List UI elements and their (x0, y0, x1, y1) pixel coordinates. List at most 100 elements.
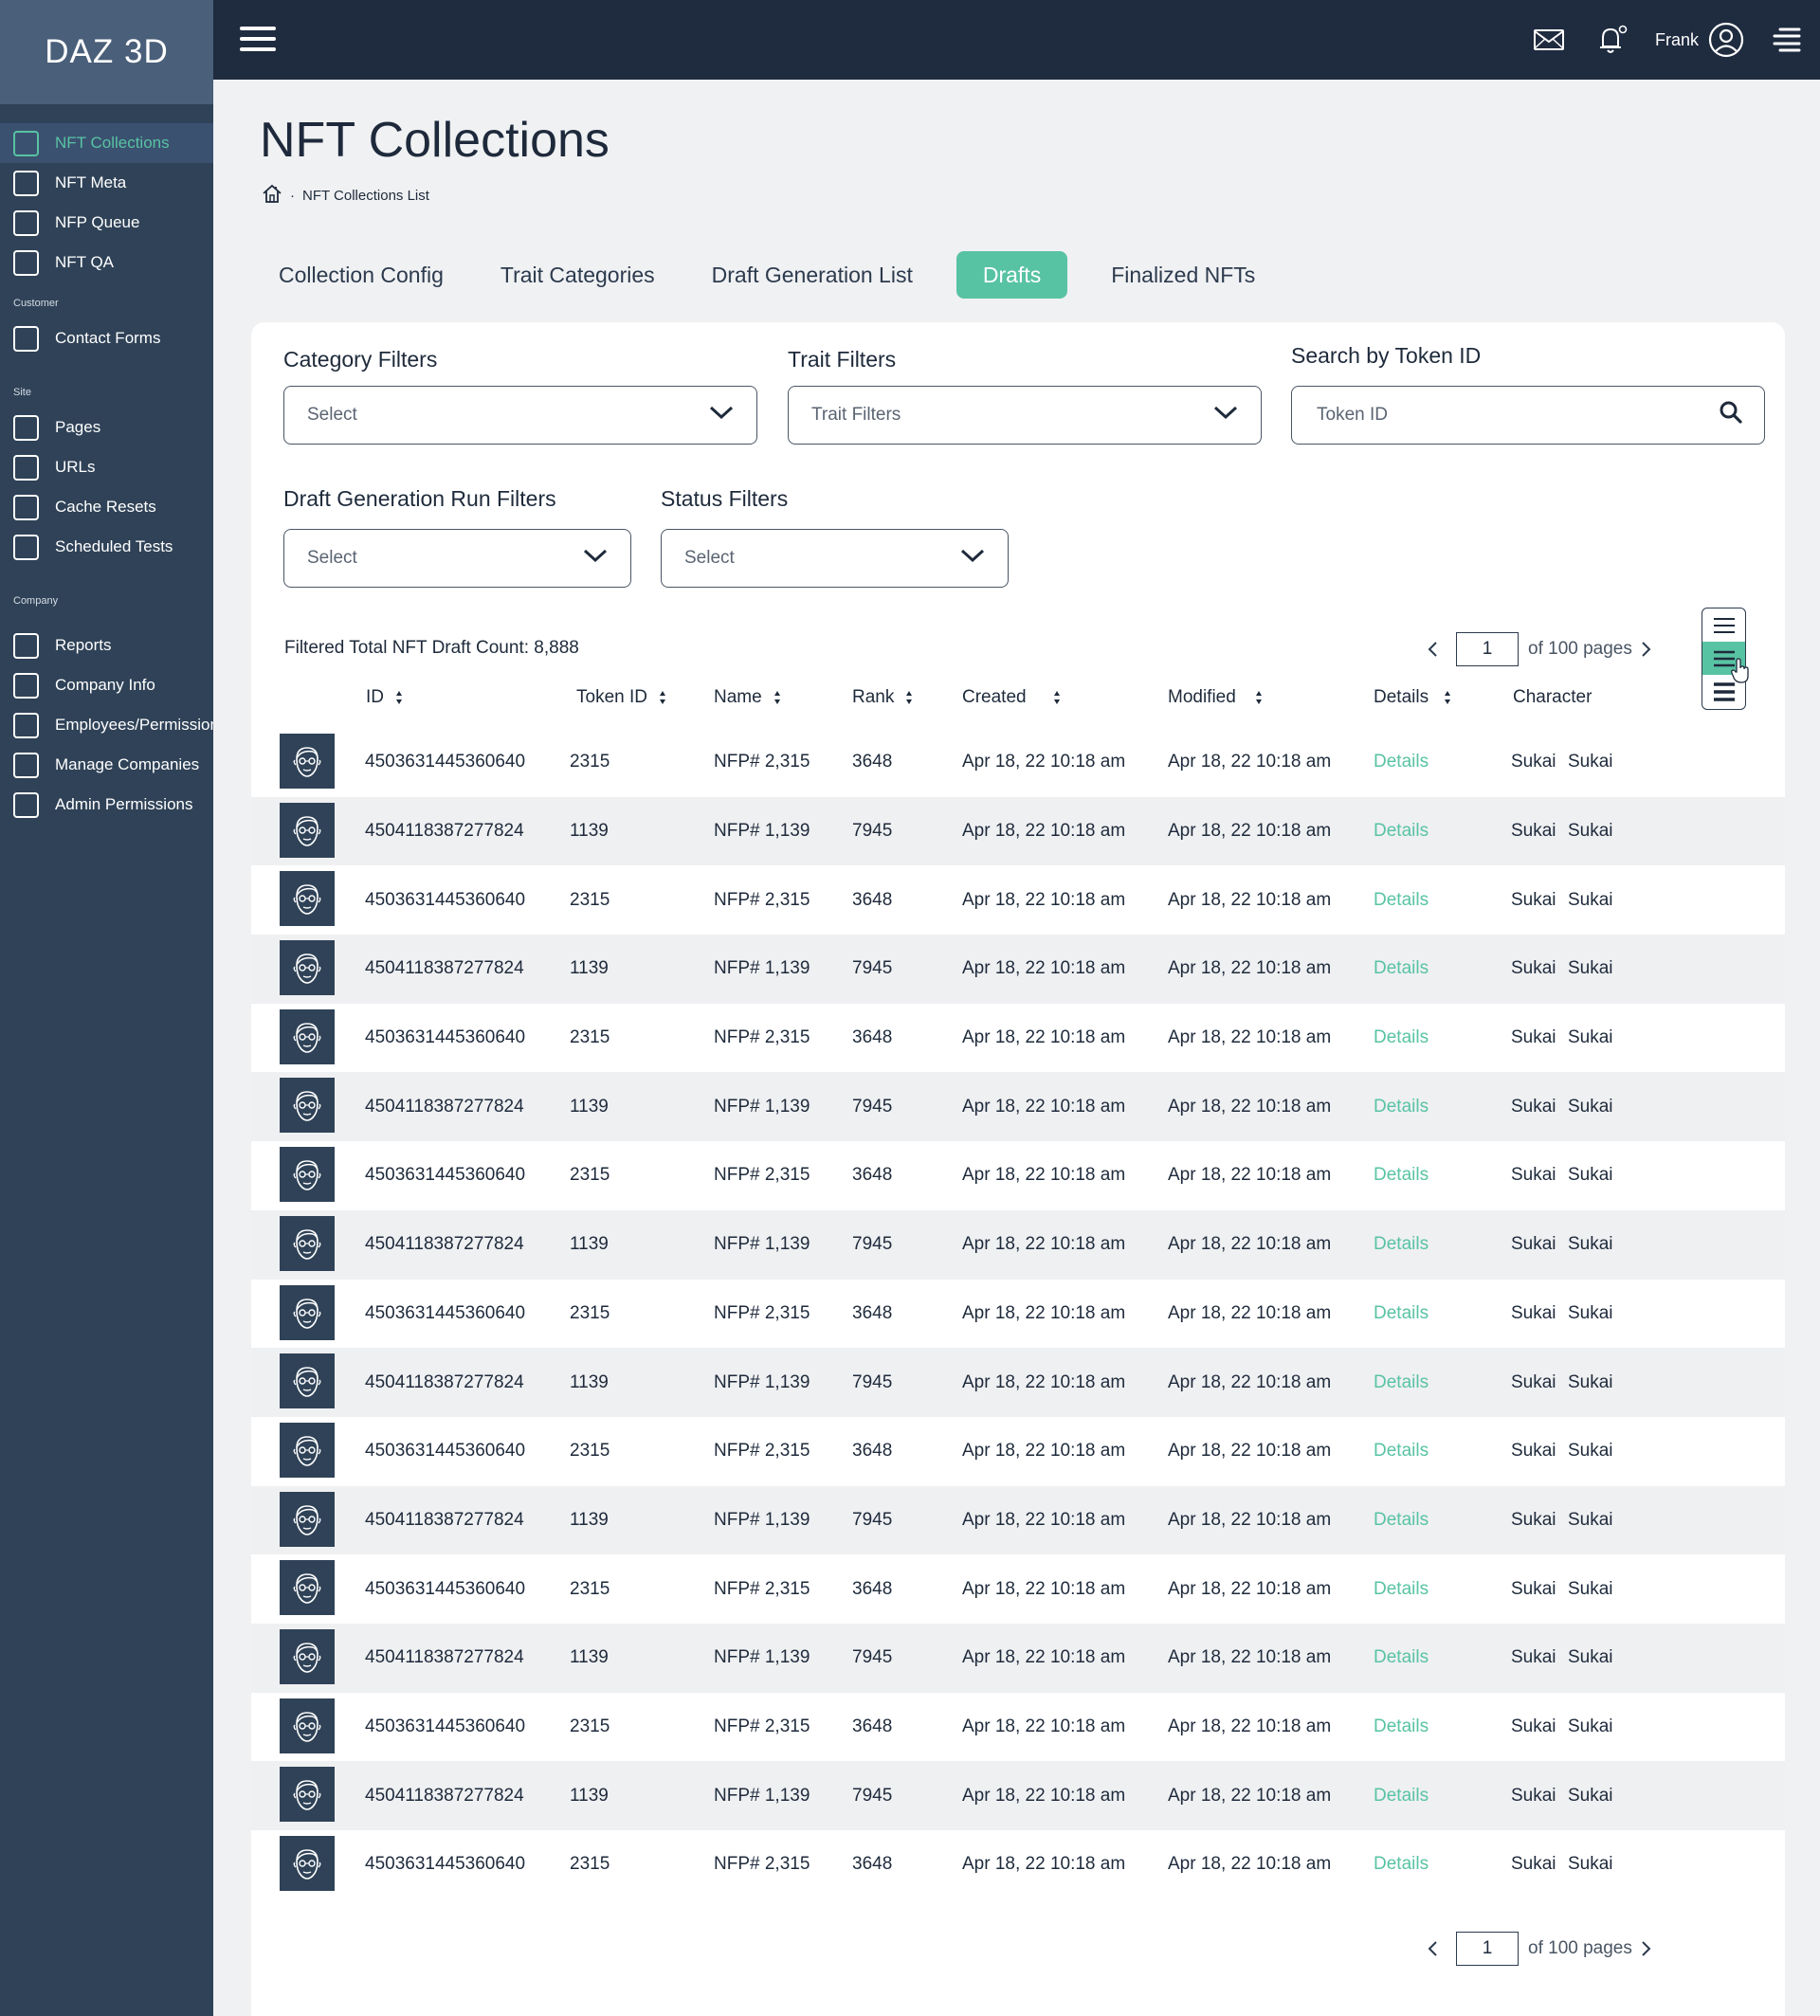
density-icon[interactable] (1702, 608, 1745, 642)
sidebar-item-company-info[interactable]: Company Info (0, 665, 213, 705)
sidebar-item-pages[interactable]: Pages (0, 408, 213, 447)
hamburger-icon[interactable] (240, 27, 276, 53)
bell-icon[interactable] (1596, 24, 1629, 56)
sidebar-item-cache-resets[interactable]: Cache Resets (0, 487, 213, 527)
sidebar-item-reports[interactable]: Reports (0, 626, 213, 665)
table-row[interactable]: 4503631445360640 2315 NFP# 2,315 3648 Apr 18… (251, 1280, 1785, 1349)
table-row[interactable]: 4504118387277824 1139 NFP# 1,139 7945 Apr 18… (251, 1485, 1785, 1555)
tab-collection-config[interactable]: Collection Config (279, 263, 444, 287)
sidebar-item-scheduled-tests[interactable]: Scheduled Tests (0, 527, 213, 567)
details-link[interactable]: Details (1374, 1716, 1429, 1736)
sidebar-item-nft-meta[interactable]: NFT Meta (0, 163, 213, 203)
table-row[interactable]: 4503631445360640 2315 NFP# 2,315 3648 Apr 18… (251, 865, 1785, 935)
table-row[interactable]: 4504118387277824 1139 NFP# 1,139 7945 Apr 18… (251, 1209, 1785, 1280)
column-header-details[interactable]: Details (1374, 687, 1451, 708)
details-link[interactable]: Details (1374, 1509, 1429, 1530)
page-number-input[interactable]: 1 (1456, 632, 1519, 666)
mail-icon[interactable] (1533, 29, 1564, 50)
table-row[interactable]: 4504118387277824 1139 NFP# 1,139 7945 Apr 18… (251, 935, 1785, 1004)
details-link[interactable]: Details (1374, 1441, 1429, 1462)
details-link[interactable]: Details (1374, 1165, 1429, 1186)
tab-drafts[interactable]: Drafts (956, 251, 1068, 299)
sort-icon[interactable] (395, 690, 403, 705)
table-row[interactable]: 4504118387277824 1139 NFP# 1,139 7945 Apr 18… (251, 1761, 1785, 1830)
sort-icon[interactable] (905, 690, 913, 705)
details-link[interactable]: Details (1374, 889, 1429, 910)
user-name[interactable]: Frank (1654, 29, 1699, 49)
sort-icon[interactable] (659, 690, 666, 705)
table-row[interactable]: 4504118387277824 1139 NFP# 1,139 7945 Apr 18… (251, 1348, 1785, 1417)
tab-trait-categories[interactable]: Trait Categories (500, 263, 655, 287)
page-number-input[interactable]: 1 (1456, 1932, 1519, 1966)
column-header-token-id[interactable]: Token ID (576, 687, 666, 708)
side-menu-icon[interactable] (1773, 27, 1801, 52)
details-link[interactable]: Details (1374, 1785, 1429, 1806)
details-link[interactable]: Details (1374, 1854, 1429, 1875)
sort-icon[interactable] (1444, 690, 1451, 705)
sidebar-item-contact-forms[interactable]: Contact Forms (0, 318, 213, 358)
column-header-label: Token ID (576, 687, 647, 707)
sidebar-item-admin-permissions[interactable]: Admin Permissions (0, 785, 213, 825)
table-row[interactable]: 4503631445360640 2315 NFP# 2,315 3648 Apr 18… (251, 1417, 1785, 1486)
table-row[interactable]: 4504118387277824 1139 NFP# 1,139 7945 Apr 18… (251, 1072, 1785, 1142)
chevron-left-icon[interactable] (1418, 1939, 1447, 1958)
table-row[interactable]: 4503631445360640 2315 NFP# 2,315 3648 Apr 18… (251, 1693, 1785, 1762)
table-row[interactable]: 4503631445360640 2315 NFP# 2,315 3648 Apr 18… (251, 1004, 1785, 1073)
sidebar-item-nfp-queue[interactable]: NFP Queue (0, 203, 213, 243)
column-header-modified[interactable]: Modified (1168, 687, 1263, 708)
status-filter-select[interactable]: Select (661, 529, 1009, 588)
chevron-right-icon[interactable] (1632, 1939, 1661, 1958)
details-link[interactable]: Details (1374, 958, 1429, 979)
chevron-right-icon[interactable] (1632, 640, 1661, 659)
details-link[interactable]: Details (1374, 1578, 1429, 1599)
sidebar-item-manage-companies[interactable]: Manage Companies (0, 745, 213, 785)
face-avatar-icon (280, 1008, 335, 1064)
chevron-left-icon[interactable] (1418, 640, 1447, 659)
column-header-character[interactable]: Character (1513, 687, 1592, 708)
cell-created: Apr 18, 22 10:18 am (962, 1441, 1126, 1462)
table-row[interactable]: 4503631445360640 2315 NFP# 2,315 3648 Apr 18… (251, 1141, 1785, 1210)
details-link[interactable]: Details (1374, 1234, 1429, 1255)
sidebar-item-label: Admin Permissions (55, 795, 193, 813)
search-icon[interactable] (1719, 400, 1743, 430)
cell-id: 4504118387277824 (365, 1647, 524, 1668)
category-filter-select[interactable]: Select (283, 386, 757, 445)
table-row[interactable]: 4503631445360640 2315 NFP# 2,315 3648 Apr 18… (251, 1554, 1785, 1624)
details-link[interactable]: Details (1374, 1647, 1429, 1668)
details-link[interactable]: Details (1374, 821, 1429, 842)
pagination-top: 1 of 100 pages (1418, 632, 1661, 666)
sort-icon[interactable] (774, 690, 781, 705)
column-header-rank[interactable]: Rank (852, 687, 913, 708)
details-link[interactable]: Details (1374, 1027, 1429, 1048)
column-header-created[interactable]: Created (962, 687, 1061, 708)
cell-character: Sukai (1568, 1165, 1613, 1186)
draft-run-filter-select[interactable]: Select (283, 529, 631, 588)
sidebar-item-urls[interactable]: URLs (0, 447, 213, 487)
column-header-name[interactable]: Name (714, 687, 781, 708)
sort-icon[interactable] (1053, 690, 1061, 705)
sidebar-item-nft-collections[interactable]: NFT Collections (0, 123, 213, 163)
user-circle-icon[interactable] (1708, 22, 1744, 58)
details-link[interactable]: Details (1374, 1302, 1429, 1323)
app-logo[interactable]: DAZ 3D (0, 0, 213, 104)
sidebar-item-employees-permissions[interactable]: Employees/Permissions (0, 705, 213, 745)
table-row[interactable]: 4503631445360640 2315 NFP# 2,315 3648 Apr 18… (251, 728, 1785, 797)
trait-filter-select[interactable]: Trait Filters (788, 386, 1262, 445)
details-link[interactable]: Details (1374, 1096, 1429, 1117)
cell-rank: 7945 (852, 1785, 893, 1806)
column-header-id[interactable]: ID (366, 687, 403, 708)
sidebar-item-nft-qa[interactable]: NFT QA (0, 243, 213, 282)
cell-name: NFP# 2,315 (714, 889, 810, 910)
sort-icon[interactable] (1255, 690, 1263, 705)
table-row[interactable]: 4504118387277824 1139 NFP# 1,139 7945 Apr 18… (251, 1623, 1785, 1693)
table-row[interactable]: 4503631445360640 2315 NFP# 2,315 3648 Apr 18… (251, 1830, 1785, 1899)
details-link[interactable]: Details (1374, 752, 1429, 772)
density-icon[interactable] (1702, 675, 1745, 708)
tab-draft-generation-list[interactable]: Draft Generation List (711, 263, 913, 287)
tab-finalized-nfts[interactable]: Finalized NFTs (1111, 263, 1256, 287)
breadcrumb-current[interactable]: NFT Collections List (302, 187, 429, 204)
details-link[interactable]: Details (1374, 1371, 1429, 1392)
table-row[interactable]: 4504118387277824 1139 NFP# 1,139 7945 Apr 18… (251, 796, 1785, 866)
home-icon[interactable] (262, 183, 282, 208)
token-search-input[interactable]: Token ID (1291, 386, 1765, 445)
